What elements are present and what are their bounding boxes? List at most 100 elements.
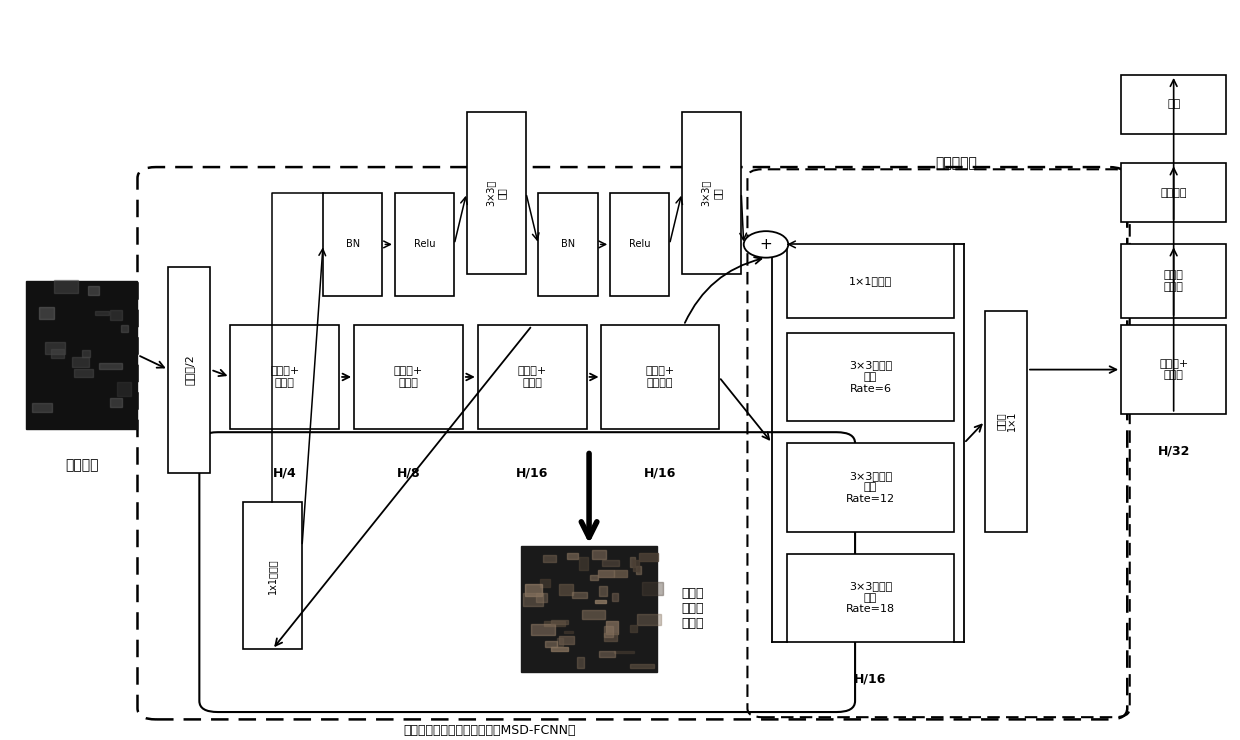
Bar [614,570,627,577]
Bar [551,620,568,624]
Bar [99,363,122,369]
Text: 残差块+
卷积层: 残差块+ 卷积层 [394,366,423,388]
Text: 1×1卷积层: 1×1卷积层 [849,276,892,286]
Text: +: + [760,237,773,252]
Bar [543,555,556,562]
Bar [682,112,742,274]
Bar [593,550,605,559]
Bar [40,307,53,319]
Bar [1121,164,1226,222]
Bar [564,631,573,633]
Text: 3×3空洞卷
积层
Rate=6: 3×3空洞卷 积层 Rate=6 [849,360,892,394]
Bar [522,593,543,606]
Bar [243,502,303,650]
Bar [538,193,598,296]
Bar [787,244,954,318]
Bar [1121,326,1226,414]
Bar [611,593,619,601]
Bar [110,310,122,320]
Bar [630,557,635,567]
Text: H/16: H/16 [516,466,548,480]
Bar [604,626,614,637]
Bar [599,571,614,577]
Bar [610,193,670,296]
Text: 残差块+
卷积层: 残差块+ 卷积层 [270,366,299,388]
Bar [578,657,584,667]
Bar [558,584,573,595]
Bar [353,326,463,428]
Bar [525,584,542,596]
Text: H/8: H/8 [397,466,420,480]
Bar [544,621,564,625]
Bar [632,560,639,571]
Text: BN: BN [560,240,575,249]
Text: 3×3卷
积层: 3×3卷 积层 [486,180,507,206]
Circle shape [744,231,789,258]
Bar [531,624,556,636]
Text: 输入图像: 输入图像 [64,458,98,472]
Bar [169,266,211,473]
Bar [521,546,657,671]
Text: 残差块+
卷积层: 残差块+ 卷积层 [517,366,547,388]
Bar [603,560,620,566]
Bar [787,443,954,531]
Text: 卷积层
1×1: 卷积层 1×1 [996,411,1017,431]
Bar [394,193,454,296]
Bar [642,582,662,595]
Bar [324,193,382,296]
Bar [51,349,64,358]
Text: Relu: Relu [414,240,435,249]
Text: H/16: H/16 [644,466,676,480]
Text: 多尺度空洞全卷积网络模型（MSD-FCNN）: 多尺度空洞全卷积网络模型（MSD-FCNN） [403,724,575,737]
Text: 残差块+
卷积层: 残差块+ 卷积层 [1159,359,1188,380]
Bar [985,311,1027,531]
Text: 分类: 分类 [1167,99,1180,110]
Bar [74,369,93,377]
Bar [590,574,598,580]
Bar [551,647,568,651]
Bar [122,325,128,332]
Bar [601,326,719,428]
Bar [583,610,605,619]
Bar [110,398,123,407]
Bar [572,592,587,598]
Text: 空间金字塔: 空间金字塔 [935,156,977,170]
Bar [539,579,549,587]
Bar [579,557,588,570]
Bar [537,593,547,602]
Bar [26,281,138,428]
Text: H/4: H/4 [273,466,296,480]
Bar [559,636,574,644]
Bar [1121,75,1226,134]
Bar [787,333,954,421]
Text: 肿瘤区
域概率
热点图: 肿瘤区 域概率 热点图 [682,588,704,630]
Bar [88,286,98,295]
Bar [466,112,526,274]
Bar [477,326,587,428]
Bar [787,554,954,642]
Text: H/32: H/32 [1157,444,1190,457]
Text: 1x1卷积层: 1x1卷积层 [268,558,278,593]
Bar [637,613,661,625]
Bar [72,357,89,367]
Bar [599,586,606,596]
Bar [95,311,109,315]
Text: BN: BN [346,240,360,249]
Text: 3×3空洞卷
积层
Rate=18: 3×3空洞卷 积层 Rate=18 [846,582,895,614]
Text: 3×3空洞卷
积层
Rate=12: 3×3空洞卷 积层 Rate=12 [846,471,895,504]
Bar [639,553,658,561]
Text: 3×3卷
积层: 3×3卷 积层 [701,180,723,206]
Bar [544,641,557,648]
Bar [599,651,615,657]
Bar [117,382,131,396]
Bar [45,343,64,354]
Text: 全连接层: 全连接层 [1161,188,1187,198]
Text: 卷积层/2: 卷积层/2 [185,354,195,385]
Bar [604,633,618,642]
Bar [606,621,618,634]
Bar [1121,244,1226,318]
Bar [630,664,655,667]
Bar [82,350,89,357]
Bar [32,403,52,412]
Bar [231,326,340,428]
